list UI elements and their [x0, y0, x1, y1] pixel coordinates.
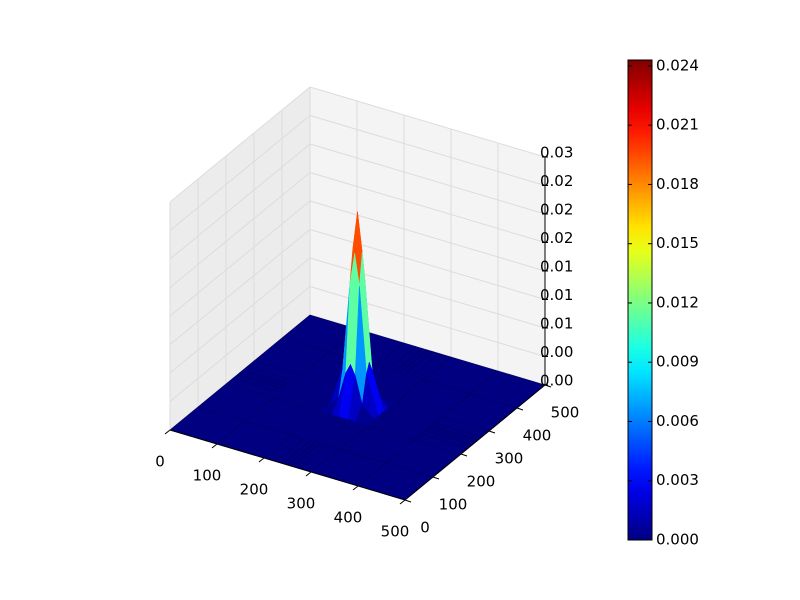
x-tick	[399, 499, 406, 505]
z-tick-label: 0.02	[540, 172, 573, 190]
y-tick	[404, 499, 412, 503]
grid-line	[169, 257, 311, 374]
z-tick-label: 0.03	[540, 144, 573, 162]
x-tick	[211, 443, 218, 449]
y-tick-label: 400	[523, 427, 552, 445]
y-tick-label: 500	[551, 404, 580, 422]
grid-line	[309, 257, 546, 329]
y-tick	[432, 476, 440, 480]
colorbar-tick-label: 0.021	[656, 116, 699, 134]
x-tick	[352, 485, 359, 491]
grid-line	[309, 86, 546, 158]
grid-line	[169, 286, 311, 402]
y-tick-label: 0	[420, 519, 430, 537]
colorbar-tick-label: 0.018	[656, 175, 699, 193]
y-tick-label: 300	[495, 450, 524, 468]
y-tick	[460, 453, 468, 457]
axis-line	[169, 429, 406, 501]
z-tick-label: 0.00	[540, 343, 573, 361]
z-tick-label: 0.01	[540, 315, 573, 333]
grid-line	[169, 200, 311, 317]
y-tick	[516, 407, 524, 411]
grid-line	[169, 229, 311, 345]
colorbar-tick-label: 0.003	[656, 471, 699, 489]
colorbar-tick-label: 0.024	[656, 56, 699, 74]
grid-line	[169, 86, 311, 203]
x-tick-label: 500	[381, 523, 410, 541]
x-tick	[258, 457, 265, 463]
colorbar-tick-label: 0.006	[656, 412, 699, 430]
z-tick-label: 0.02	[540, 229, 573, 247]
x-tick	[164, 429, 171, 435]
colorbar-tick-label: 0.012	[656, 293, 699, 311]
y-tick-label: 100	[439, 496, 468, 514]
grid-line	[309, 143, 546, 215]
grid-line	[309, 229, 546, 300]
grid-line	[309, 172, 546, 243]
colorbar-tick-label: 0.009	[656, 353, 699, 371]
grid-line	[309, 115, 546, 186]
colorbar-tick-label: 0.015	[656, 234, 699, 252]
colorbar-tick-label: 0.000	[656, 531, 699, 549]
colorbar	[627, 59, 653, 541]
grid-line	[169, 115, 311, 231]
x-tick-label: 0	[155, 453, 165, 471]
z-tick-label: 0.01	[540, 258, 573, 276]
x-tick-label: 200	[240, 481, 269, 499]
grid-line	[309, 200, 546, 272]
grid-line	[169, 143, 311, 260]
y-tick-label: 200	[467, 473, 496, 491]
y-tick	[488, 430, 496, 434]
x-tick	[305, 471, 312, 477]
x-tick-label: 400	[334, 509, 363, 527]
x-tick-label: 100	[193, 467, 222, 485]
z-tick-label: 0.00	[540, 372, 573, 390]
grid-line	[169, 172, 311, 288]
x-tick-label: 300	[287, 495, 316, 513]
z-tick-label: 0.01	[540, 286, 573, 304]
z-tick-label: 0.02	[540, 201, 573, 219]
axis-line	[404, 384, 546, 501]
